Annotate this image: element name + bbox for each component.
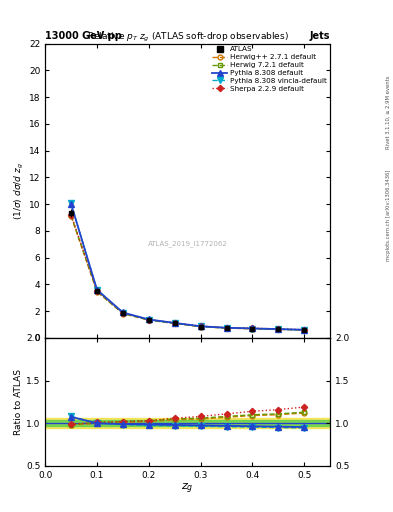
Text: 13000 GeV pp: 13000 GeV pp (45, 31, 122, 41)
Bar (45, 420, 330, 426)
Text: mcplots.cern.ch [arXiv:1306.3436]: mcplots.cern.ch [arXiv:1306.3436] (386, 169, 391, 261)
Y-axis label: Ratio to ATLAS: Ratio to ATLAS (14, 369, 23, 435)
Y-axis label: $(1/\sigma)$ $d\sigma/d$ $z_g$: $(1/\sigma)$ $d\sigma/d$ $z_g$ (13, 162, 26, 220)
Title: Relative $p_T$ $z_g$ (ATLAS soft-drop observables): Relative $p_T$ $z_g$ (ATLAS soft-drop ob… (87, 30, 288, 44)
Legend: ATLAS, Herwig++ 2.7.1 default, Herwig 7.2.1 default, Pythia 8.308 default, Pythi: ATLAS, Herwig++ 2.7.1 default, Herwig 7.… (211, 46, 328, 93)
Text: Jets: Jets (310, 31, 330, 41)
X-axis label: $z_g$: $z_g$ (182, 481, 194, 496)
Bar (45, 418, 330, 429)
Text: Rivet 3.1.10, ≥ 2.9M events: Rivet 3.1.10, ≥ 2.9M events (386, 76, 391, 150)
Text: ATLAS_2019_I1772062: ATLAS_2019_I1772062 (148, 240, 228, 247)
